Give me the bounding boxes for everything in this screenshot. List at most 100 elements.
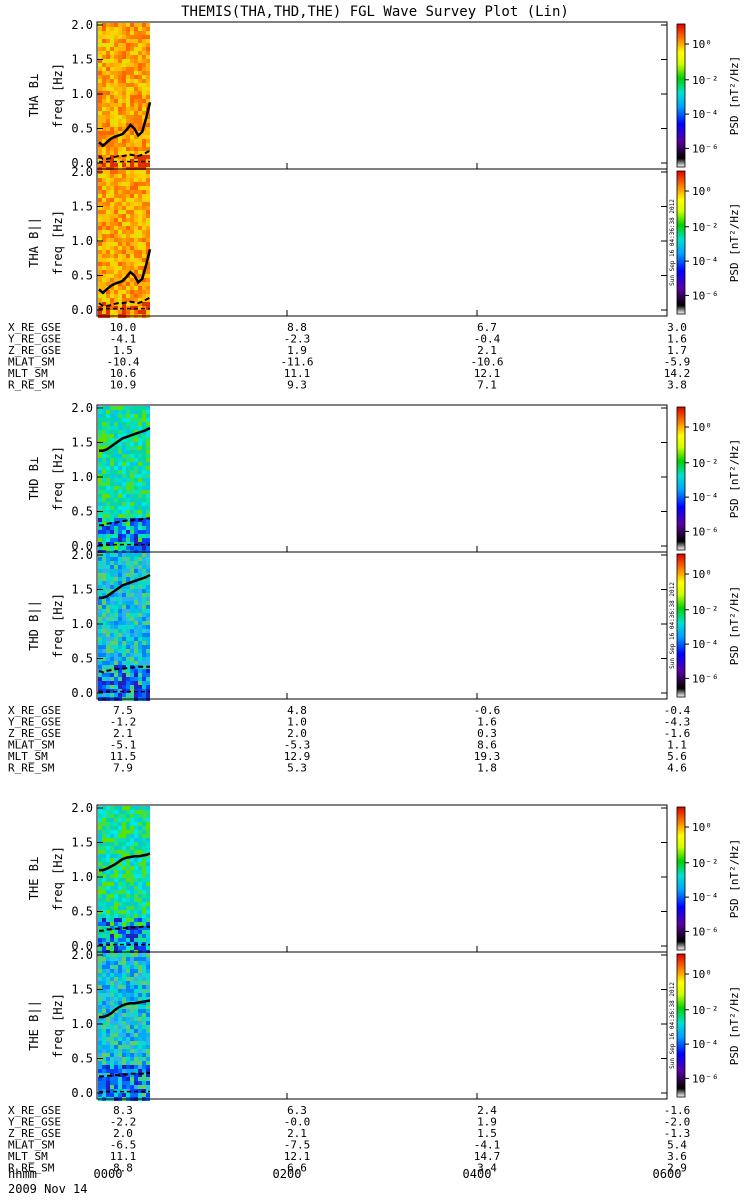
ephemeris-value: 4.6 xyxy=(667,762,687,775)
psd-cell xyxy=(110,1005,114,1009)
psd-cell xyxy=(142,1041,146,1045)
ephemeris-value: 0.3 xyxy=(477,727,497,740)
psd-cell xyxy=(110,685,114,689)
psd-cell xyxy=(130,406,134,410)
psd-cell xyxy=(118,965,122,969)
psd-cell xyxy=(110,466,114,470)
psd-cell xyxy=(134,410,138,414)
psd-cell xyxy=(114,450,118,454)
psd-cell xyxy=(110,649,114,653)
psd-cell xyxy=(102,593,106,597)
psd-cell xyxy=(130,170,134,174)
psd-cell xyxy=(106,194,110,198)
psd-cell xyxy=(138,83,142,87)
psd-cell xyxy=(146,585,150,589)
psd-cell xyxy=(118,194,122,198)
psd-cell xyxy=(118,878,122,882)
psd-cell xyxy=(98,522,102,526)
psd-cell xyxy=(106,882,110,886)
psd-cell xyxy=(122,63,126,67)
psd-cell xyxy=(118,645,122,649)
psd-cell xyxy=(146,406,150,410)
psd-cell xyxy=(106,1049,110,1053)
psd-cell xyxy=(98,226,102,230)
psd-cell xyxy=(98,946,102,950)
psd-cell xyxy=(102,258,106,262)
psd-cell xyxy=(134,462,138,466)
psd-cell xyxy=(98,581,102,585)
psd-cell xyxy=(130,202,134,206)
psd-cell xyxy=(110,1093,114,1097)
psd-cell xyxy=(106,838,110,842)
psd-cell xyxy=(118,147,122,151)
psd-cell xyxy=(138,286,142,290)
psd-cell xyxy=(106,633,110,637)
psd-cell xyxy=(98,1029,102,1033)
psd-cell xyxy=(102,625,106,629)
psd-cell xyxy=(130,673,134,677)
psd-cell xyxy=(98,822,102,826)
psd-cell xyxy=(102,589,106,593)
psd-cell xyxy=(102,182,106,186)
psd-cell xyxy=(118,842,122,846)
psd-cell xyxy=(142,938,146,942)
psd-cell xyxy=(122,23,126,27)
psd-cell xyxy=(126,605,130,609)
psd-cell xyxy=(122,850,126,854)
psd-cell xyxy=(110,862,114,866)
psd-cell xyxy=(146,1033,150,1037)
psd-cell xyxy=(146,613,150,617)
psd-cell xyxy=(110,553,114,557)
psd-cell xyxy=(106,926,110,930)
psd-cell xyxy=(138,910,142,914)
psd-cell xyxy=(126,653,130,657)
psd-cell xyxy=(138,486,142,490)
psd-cell xyxy=(114,569,118,573)
panel-frame xyxy=(96,551,668,700)
psd-cell xyxy=(122,637,126,641)
psd-cell xyxy=(114,71,118,75)
psd-cell xyxy=(118,274,122,278)
psd-cell xyxy=(118,155,122,159)
psd-cell xyxy=(98,71,102,75)
psd-cell xyxy=(142,59,146,63)
psd-cell xyxy=(102,677,106,681)
psd-cell xyxy=(98,482,102,486)
psd-cell xyxy=(142,147,146,151)
psd-cell xyxy=(146,163,150,167)
psd-cell xyxy=(142,470,146,474)
psd-cell xyxy=(118,621,122,625)
psd-cell xyxy=(102,111,106,115)
psd-cell xyxy=(146,135,150,139)
ephemeris-row-label: X_RE_GSE xyxy=(8,704,61,717)
psd-cell xyxy=(138,894,142,898)
psd-cell xyxy=(130,1033,134,1037)
psd-cell xyxy=(114,938,118,942)
psd-cell xyxy=(138,1081,142,1085)
psd-cell xyxy=(134,557,138,561)
psd-cell xyxy=(134,1073,138,1077)
time-tick-label: 0600 xyxy=(653,1167,682,1181)
psd-cell xyxy=(130,119,134,123)
psd-cell xyxy=(126,637,130,641)
psd-cell xyxy=(118,178,122,182)
psd-cell xyxy=(106,442,110,446)
psd-cell xyxy=(142,63,146,67)
psd-cell xyxy=(130,294,134,298)
psd-cell xyxy=(146,914,150,918)
psd-cell xyxy=(102,894,106,898)
psd-cell xyxy=(110,858,114,862)
psd-cell xyxy=(138,561,142,565)
psd-cell xyxy=(130,190,134,194)
psd-cell xyxy=(110,246,114,250)
psd-cell xyxy=(106,514,110,518)
psd-cell xyxy=(122,806,126,810)
psd-cell xyxy=(102,147,106,151)
colorbar-tick-label: 10⁻⁴ xyxy=(692,638,719,651)
psd-cell xyxy=(142,806,146,810)
psd-cell xyxy=(134,906,138,910)
psd-cell xyxy=(134,914,138,918)
psd-cell xyxy=(114,677,118,681)
psd-cell xyxy=(142,874,146,878)
psd-cell xyxy=(142,194,146,198)
